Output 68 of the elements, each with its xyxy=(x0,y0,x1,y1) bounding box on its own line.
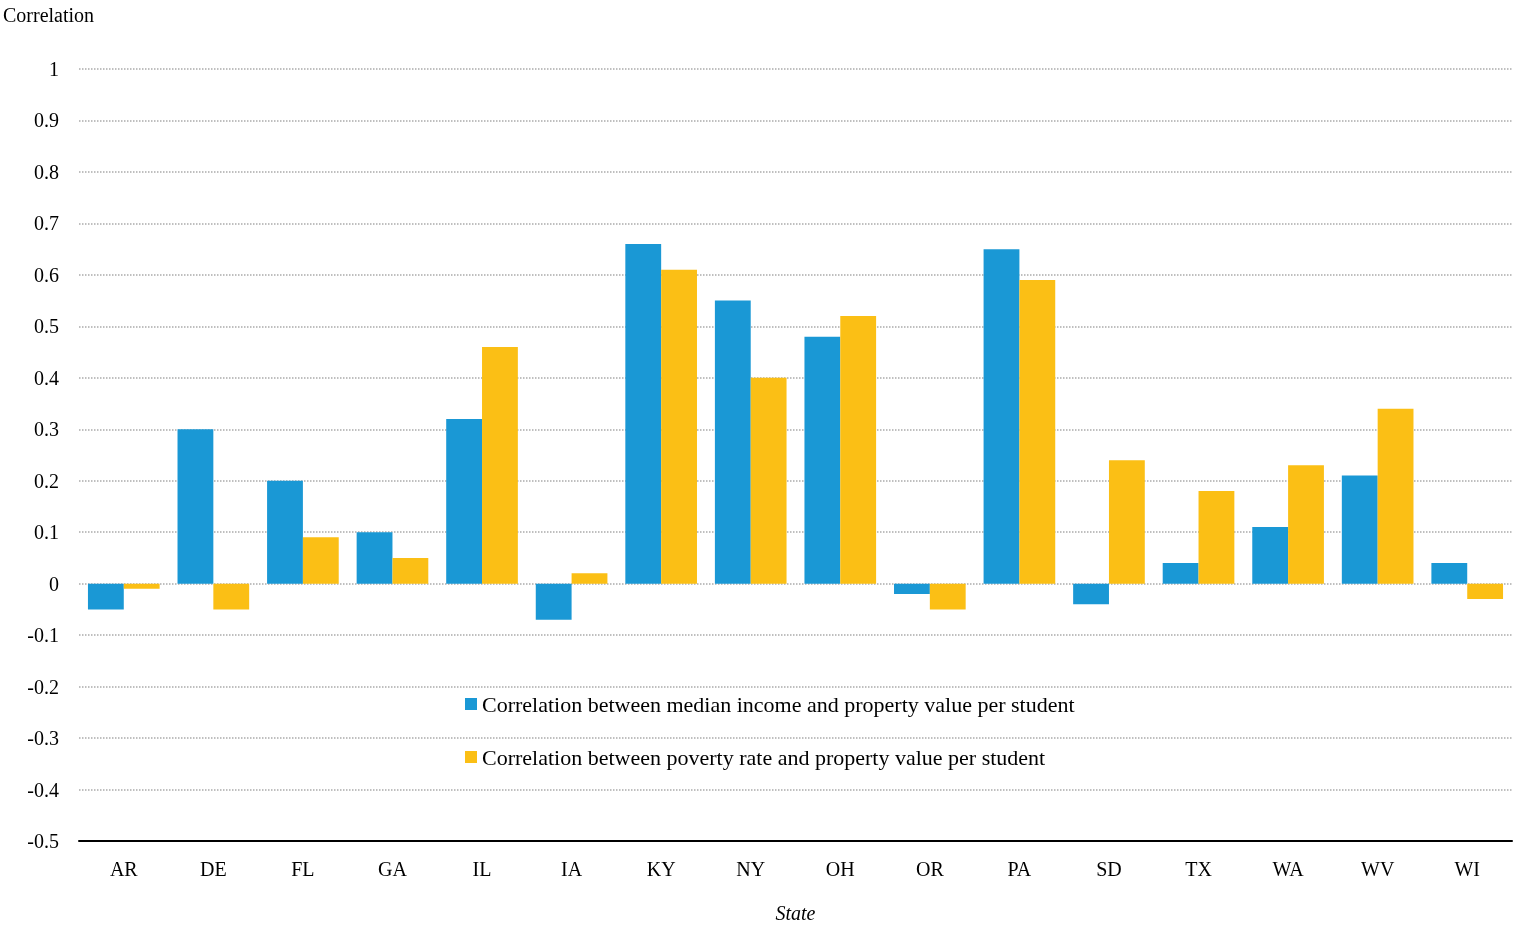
bar xyxy=(1431,563,1468,584)
x-tick-label: IA xyxy=(561,858,583,880)
y-tick-label: -0.1 xyxy=(27,624,59,647)
y-tick-label: 1 xyxy=(49,58,59,80)
bar xyxy=(482,346,518,584)
y-tick-label: 0.3 xyxy=(34,418,59,441)
bar xyxy=(213,583,250,610)
legend-label: Correlation between poverty rate and property value per student xyxy=(482,744,1046,770)
x-tick-label: OR xyxy=(915,858,945,880)
x-tick-label: OH xyxy=(825,858,855,880)
bar xyxy=(123,583,160,589)
bar xyxy=(392,557,429,584)
x-tick-label: WV xyxy=(1360,858,1395,880)
y-tick-label: -0.3 xyxy=(27,727,59,750)
bar xyxy=(1108,460,1145,584)
x-tick-label: IL xyxy=(472,858,492,880)
x-tick-label: TX xyxy=(1185,858,1213,880)
x-tick-label: WA xyxy=(1272,858,1305,880)
x-tick-label: DE xyxy=(200,858,227,880)
bar xyxy=(1252,527,1289,584)
bar xyxy=(1341,475,1378,584)
bar xyxy=(356,532,393,584)
y-tick-label: 0.5 xyxy=(34,315,59,338)
x-tick-label: KY xyxy=(646,858,676,880)
x-tick-label: SD xyxy=(1096,858,1122,880)
y-axis-title: Correlation xyxy=(3,4,95,26)
bar xyxy=(661,269,697,584)
y-tick-label: -0.5 xyxy=(27,830,59,852)
bar xyxy=(446,418,483,584)
y-tick-label: 0.1 xyxy=(34,521,59,544)
bar xyxy=(571,573,608,584)
bar xyxy=(1198,491,1235,584)
bar xyxy=(983,249,1020,584)
y-tick-label: -0.2 xyxy=(27,675,59,698)
x-tick-label: NY xyxy=(736,858,766,880)
x-axis-title: State xyxy=(775,902,816,924)
bar xyxy=(177,429,214,584)
x-tick-label: FL xyxy=(291,858,315,880)
y-tick-label: 0.4 xyxy=(34,366,59,389)
bar xyxy=(714,300,751,584)
bar xyxy=(267,480,303,584)
bar xyxy=(894,583,930,594)
bar xyxy=(1377,408,1414,584)
x-tick-label: WI xyxy=(1454,858,1480,880)
x-tick-label: GA xyxy=(378,858,408,880)
y-tick-label: 0.2 xyxy=(34,469,59,492)
y-tick-label: 0.6 xyxy=(34,263,59,286)
bar xyxy=(625,243,662,584)
bar xyxy=(1288,465,1324,584)
bar xyxy=(87,583,124,610)
y-tick-label: 0.8 xyxy=(34,160,59,183)
bar xyxy=(1019,280,1056,584)
legend-label: Correlation between median income and property value per student xyxy=(482,691,1075,717)
x-tick-label: AR xyxy=(109,858,139,880)
bar xyxy=(804,336,841,584)
bar xyxy=(750,377,787,584)
x-tick-label: PA xyxy=(1007,858,1032,880)
y-tick-label: 0.9 xyxy=(34,109,59,132)
y-tick-label: 0 xyxy=(49,572,59,595)
bar xyxy=(1467,583,1504,600)
bar xyxy=(302,537,339,584)
bar xyxy=(535,583,572,620)
bar xyxy=(929,583,966,610)
bar xyxy=(1073,583,1109,605)
bar xyxy=(1162,563,1199,584)
bar xyxy=(840,316,877,584)
y-tick-label: -0.4 xyxy=(27,778,59,801)
y-tick-label: 0.7 xyxy=(34,212,59,235)
